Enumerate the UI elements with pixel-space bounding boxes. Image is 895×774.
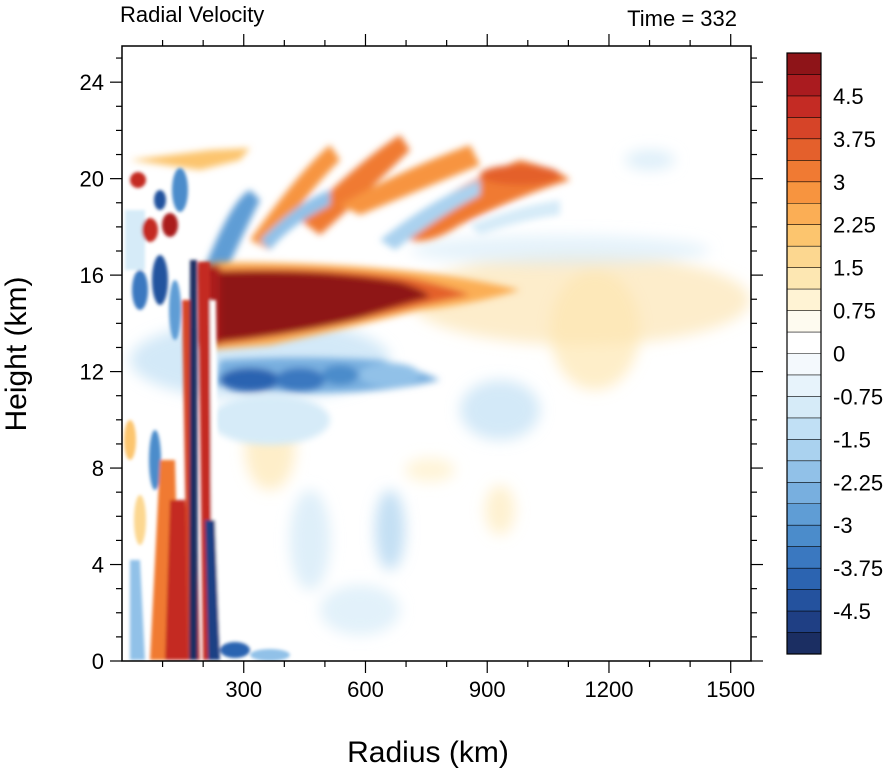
colorbar-cell	[787, 267, 821, 290]
colorbar-cell	[787, 53, 821, 75]
colorbar-cell	[787, 310, 821, 333]
colorbar-frame	[786, 52, 822, 655]
y-axis-ticks: 0 4 8 12 16 20 24	[80, 57, 763, 674]
colorbar-label: 3	[833, 170, 845, 195]
chart-title-right: Time = 332	[627, 6, 737, 31]
colorbar-cell	[787, 611, 821, 633]
colorbar-cell	[787, 117, 821, 140]
colorbar-label: -4.5	[833, 599, 871, 624]
x-axis-title: Radius (km)	[347, 736, 509, 769]
colorbar-labels: 4.5 3.75 3 2.25 1.5 0.75 0 -0.75 -1.5 -2.25 -3 -3.7…	[833, 84, 883, 624]
colorbar-cell	[787, 396, 821, 419]
colorbar-cell	[787, 460, 821, 483]
colorbar-label: -1.5	[833, 427, 871, 452]
colorbar-cell	[787, 181, 821, 204]
colorbar-cell	[787, 374, 821, 397]
y-tick-label: 16	[80, 263, 104, 288]
colorbar-cell	[787, 482, 821, 505]
colorbar-cell	[787, 546, 821, 569]
colorbar-label: -3.75	[833, 556, 883, 581]
colorbar-cell	[787, 503, 821, 526]
x-tick-label: 300	[225, 677, 262, 702]
colorbar-label: 0.75	[833, 299, 876, 324]
colorbar-cell	[787, 246, 821, 268]
colorbar-cell	[787, 203, 821, 226]
colorbar	[786, 52, 822, 655]
chart-title-left: Radial Velocity	[120, 2, 264, 27]
colorbar-cell	[787, 160, 821, 183]
y-tick-label: 8	[92, 456, 104, 481]
colorbar-cell	[787, 224, 821, 247]
colorbar-label: 4.5	[833, 84, 864, 109]
y-tick-label: 4	[92, 553, 104, 578]
y-tick-label: 20	[80, 167, 104, 192]
velocity-field	[124, 135, 750, 661]
colorbar-label: 0	[833, 342, 845, 367]
colorbar-cell	[787, 417, 821, 440]
colorbar-cell	[787, 353, 821, 376]
x-axis-ticks: 300 600 900 1200 1500	[161, 34, 755, 702]
colorbar-cell	[787, 95, 821, 118]
colorbar-cell	[787, 589, 821, 612]
colorbar-label: -3	[833, 513, 853, 538]
y-tick-label: 24	[80, 70, 104, 95]
colorbar-cell	[787, 332, 821, 354]
colorbar-label: -0.75	[833, 384, 883, 409]
colorbar-label: 1.5	[833, 256, 864, 281]
y-tick-label: 0	[92, 649, 104, 674]
colorbar-cell	[787, 74, 821, 97]
x-tick-label: 1200	[584, 677, 633, 702]
colorbar-label: 2.25	[833, 213, 876, 238]
colorbar-cell	[787, 568, 821, 590]
y-axis-title: Height (km)	[0, 276, 33, 431]
x-tick-label: 600	[347, 677, 384, 702]
colorbar-label: -2.25	[833, 470, 883, 495]
colorbar-cell	[787, 439, 821, 462]
colorbar-cell	[787, 138, 821, 161]
colorbar-label: 3.75	[833, 127, 876, 152]
x-tick-label: 1500	[706, 677, 755, 702]
x-tick-label: 900	[469, 677, 506, 702]
y-tick-label: 12	[80, 360, 104, 385]
plot-frame	[121, 45, 752, 662]
colorbar-cell	[787, 525, 821, 547]
colorbar-cell	[787, 632, 821, 655]
colorbar-cell	[787, 289, 821, 311]
